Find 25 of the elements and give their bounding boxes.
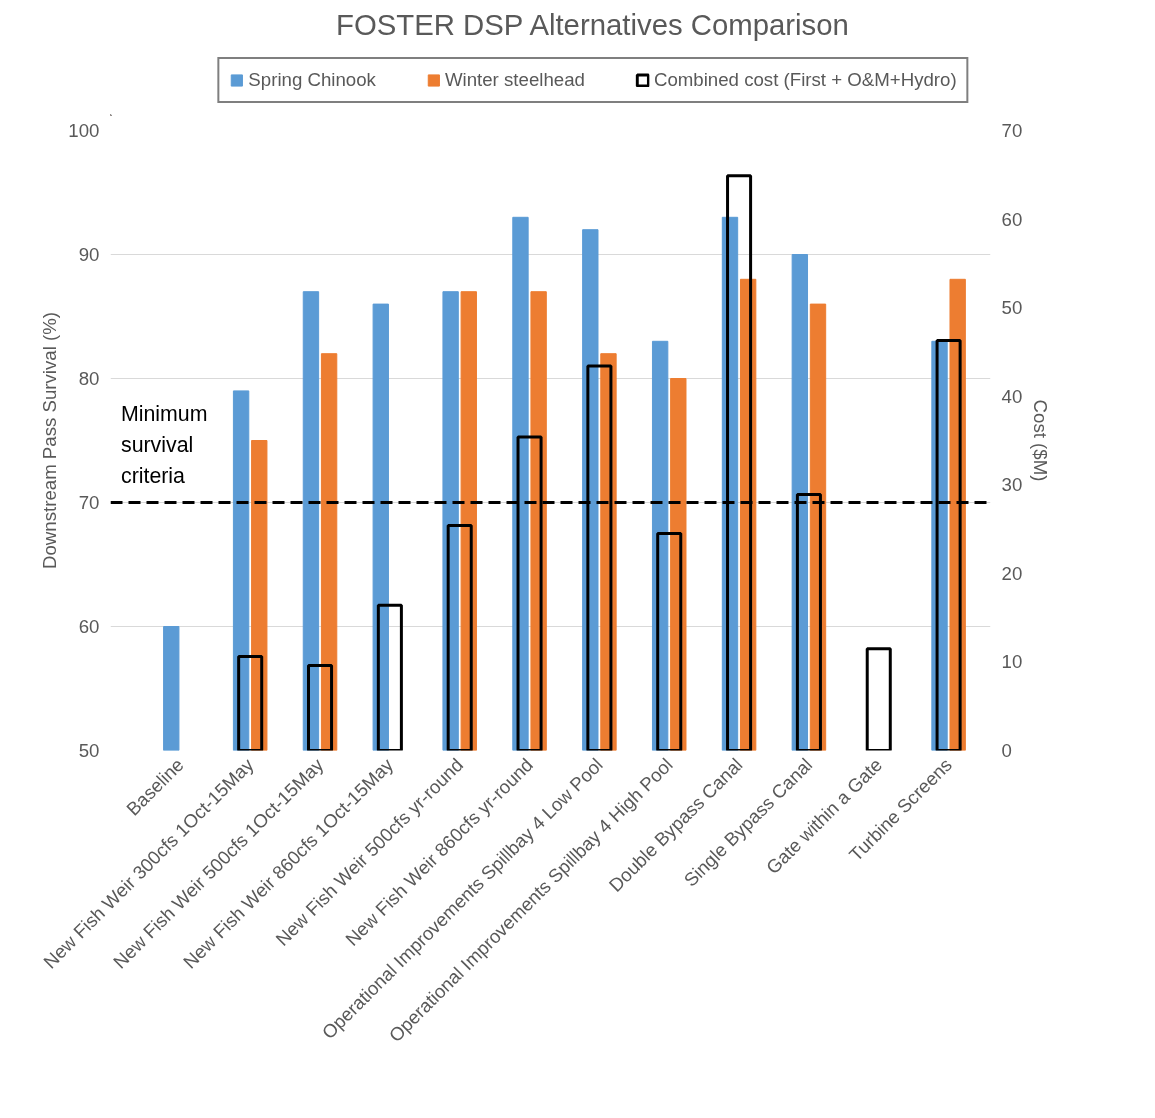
y-tick-label: 50 — [78, 740, 100, 761]
y2-tick-label: 30 — [1001, 474, 1023, 496]
y-axis-title: Downstream Pass Survival (%) — [39, 311, 61, 570]
y-tick-label: 90 — [78, 244, 100, 265]
y-tick-label: 70 — [78, 492, 100, 513]
y2-tick-label: 60 — [1001, 208, 1023, 230]
ref-line-label: Minimum survival criteria — [120, 402, 208, 489]
chart-title: FOSTER DSP Alternatives Comparison — [335, 7, 849, 41]
y2-tick-label: 0 — [1001, 740, 1012, 761]
y2-tick-label: 70 — [1001, 120, 1023, 141]
y-tick-label: 100 — [68, 120, 100, 141]
bar — [237, 655, 264, 751]
y2-tick-label: 10 — [1001, 651, 1023, 673]
bar — [865, 647, 892, 751]
y2-axis-title: Cost ($M) — [1030, 399, 1052, 482]
y2-tick-label: 20 — [1001, 562, 1023, 584]
y2-tick-label: 40 — [1001, 385, 1023, 407]
y-tick-label: 80 — [78, 368, 100, 389]
legend-label: Winter steelhead — [444, 69, 585, 91]
bar — [376, 603, 403, 751]
y-tick-label: 60 — [78, 616, 100, 637]
legend-label: Combined cost (First + O&M+Hydro) — [653, 69, 957, 91]
bar — [307, 663, 334, 751]
y2-tick-label: 50 — [1001, 297, 1023, 319]
legend-label: Spring Chinook — [248, 69, 376, 91]
